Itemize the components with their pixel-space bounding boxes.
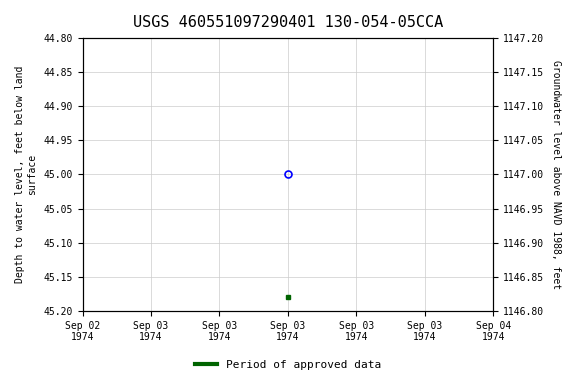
Y-axis label: Groundwater level above NAVD 1988, feet: Groundwater level above NAVD 1988, feet: [551, 60, 561, 289]
Title: USGS 460551097290401 130-054-05CCA: USGS 460551097290401 130-054-05CCA: [133, 15, 443, 30]
Y-axis label: Depth to water level, feet below land
surface: Depth to water level, feet below land su…: [15, 66, 37, 283]
Legend: Period of approved data: Period of approved data: [191, 356, 385, 375]
